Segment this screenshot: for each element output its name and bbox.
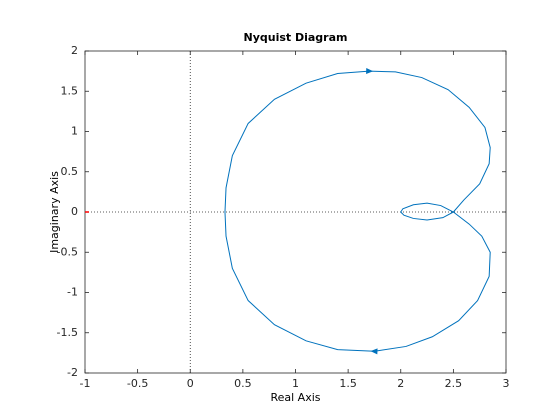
x-tick-label: 1.5	[339, 377, 357, 390]
y-tick-label: -1	[67, 286, 78, 299]
nyquist-curve	[224, 70, 491, 352]
direction-arrow	[370, 348, 378, 355]
y-tick-label: -2	[67, 366, 78, 379]
x-axis-label: Real Axis	[270, 391, 320, 404]
y-tick-label: 0	[71, 205, 78, 218]
x-tick-label: 1	[292, 377, 299, 390]
x-tick-label: 0.5	[234, 377, 252, 390]
y-tick-label: 0.5	[61, 165, 79, 178]
x-tick-label: 3	[503, 377, 510, 390]
y-axis-label: Imaginary Axis	[48, 171, 61, 253]
chart-title: Nyquist Diagram	[244, 31, 348, 44]
y-tick-label: 1.5	[61, 84, 79, 97]
x-tick-label: 0	[187, 377, 194, 390]
y-tick-label: -0.5	[57, 245, 78, 258]
x-tick-label: 2	[397, 377, 404, 390]
x-tick-label: 2.5	[445, 377, 463, 390]
y-tick-label: -1.5	[57, 326, 78, 339]
y-tick-label: 2	[71, 44, 78, 57]
x-tick-label: -1	[80, 377, 91, 390]
x-tick-label: -0.5	[127, 377, 148, 390]
direction-arrow	[366, 68, 374, 75]
y-tick-label: 1	[71, 125, 78, 138]
